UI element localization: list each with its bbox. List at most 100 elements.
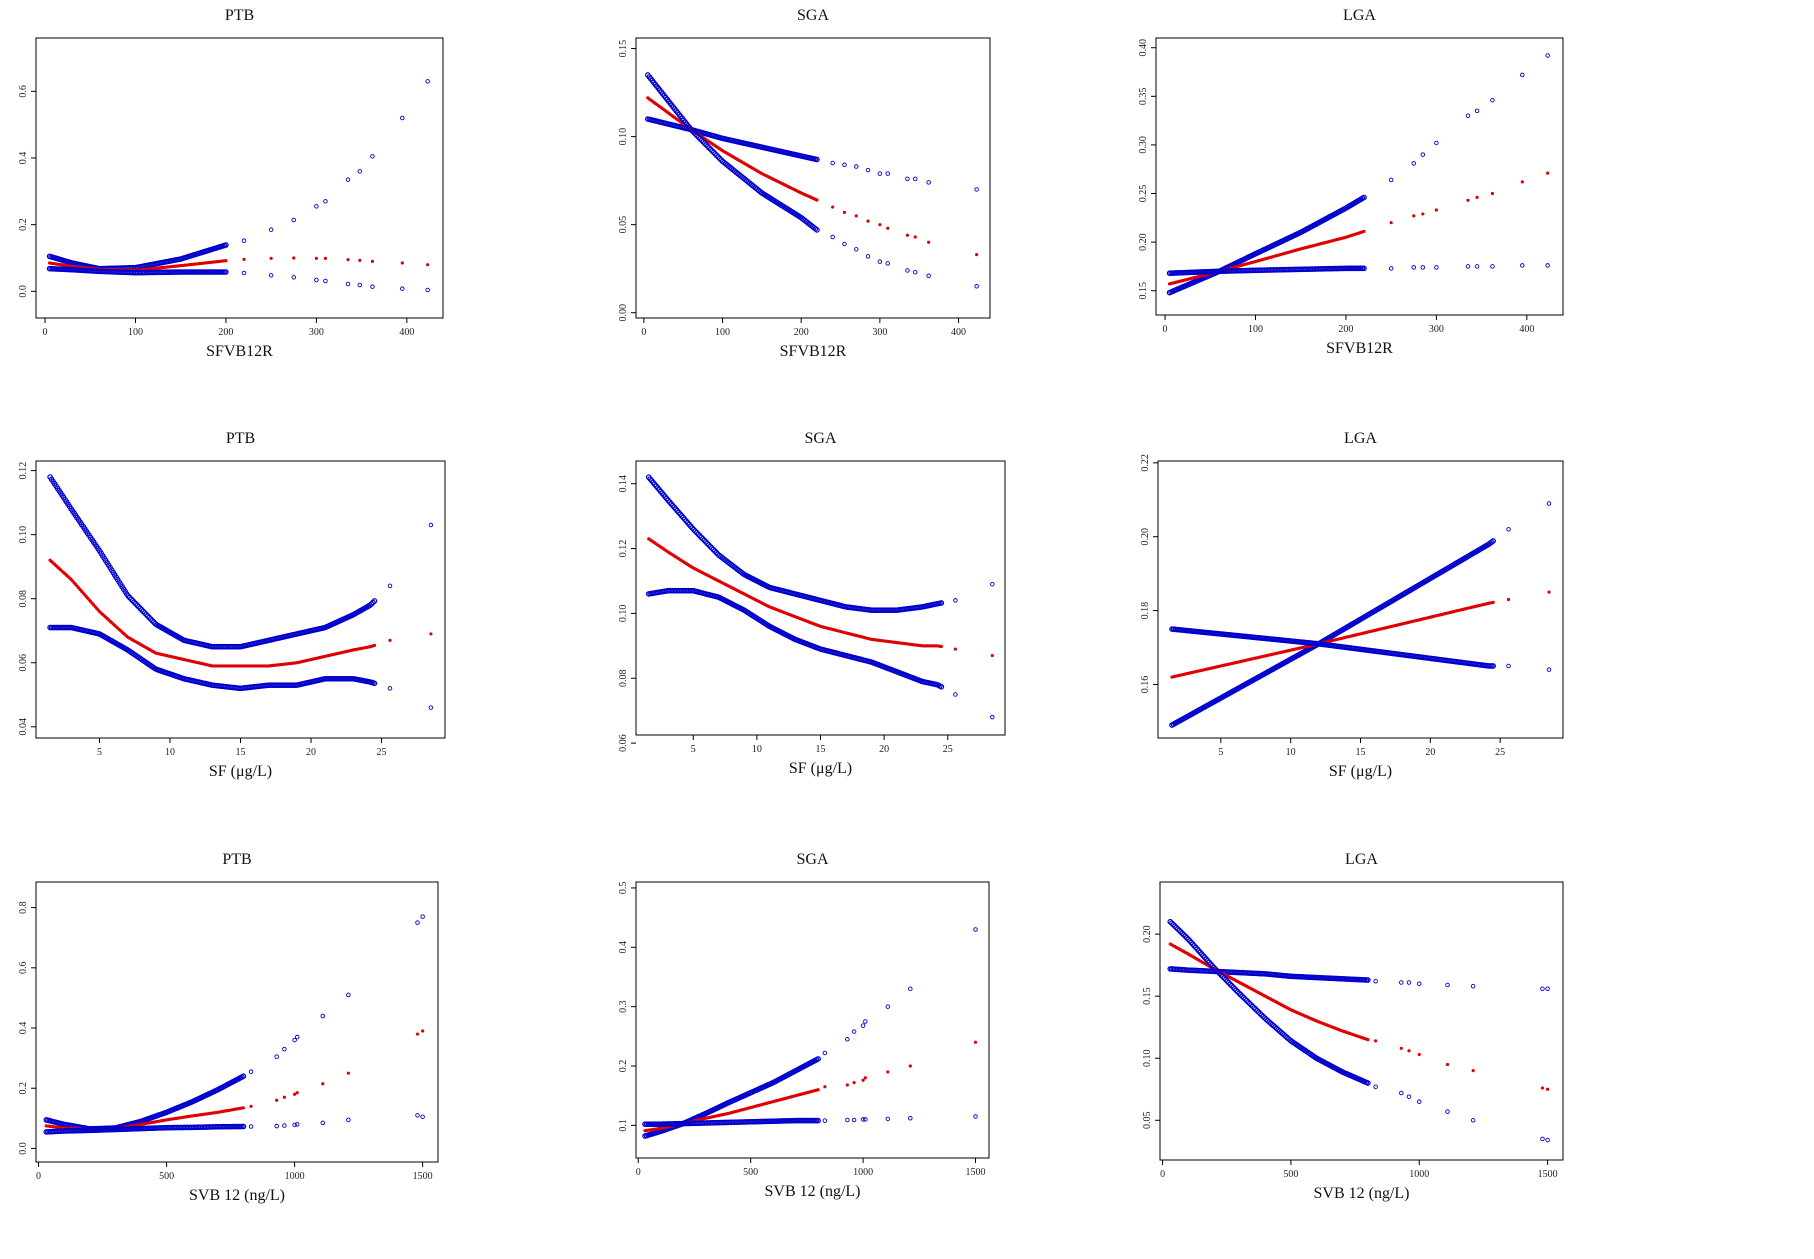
ci-point — [274, 1054, 279, 1059]
ci-point — [370, 284, 375, 289]
y-tick-label: 0.2 — [618, 1060, 629, 1073]
x-axis-label: SF (μg/L) — [1329, 763, 1392, 780]
plot-frame — [635, 37, 991, 319]
y-tick-label: 0.16 — [1140, 676, 1151, 694]
ci-point — [1474, 264, 1480, 269]
x-tick-label: 1000 — [285, 1171, 305, 1182]
ci-point — [282, 1123, 287, 1128]
ci-point — [274, 1123, 279, 1129]
ci-point — [1411, 161, 1417, 166]
x-tick-label: 10 — [1286, 747, 1296, 758]
ci-point — [1399, 1090, 1404, 1096]
ci-point — [1373, 979, 1378, 984]
x-tick-label: 25 — [377, 747, 387, 758]
fit-point — [1506, 597, 1511, 602]
y-tick-label: 0.12 — [18, 462, 29, 480]
ci-point — [1420, 152, 1426, 157]
fit-point — [241, 1106, 246, 1110]
fit-point — [1475, 195, 1479, 199]
x-tick-label: 0 — [1163, 324, 1168, 335]
fit-point — [295, 1091, 299, 1095]
fit-point — [953, 647, 957, 651]
fit-point — [1520, 180, 1524, 184]
x-tick-label: 1500 — [966, 1167, 986, 1178]
chart-title: LGA — [1344, 430, 1377, 447]
fit-point — [1389, 221, 1393, 225]
chart-title: SGA — [804, 430, 836, 447]
x-axis-label: SVB 12 (ng/L) — [189, 1187, 285, 1204]
plot-frame — [35, 881, 439, 1163]
ci-point — [814, 227, 820, 233]
series-lower-95-ci — [642, 1114, 978, 1127]
y-tick-label: 0.30 — [1138, 136, 1149, 154]
fit-point — [823, 1085, 827, 1089]
series-upper-95-ci — [46, 79, 430, 272]
x-axis-label: SFVB12R — [206, 343, 273, 360]
fit-point — [1412, 214, 1416, 218]
x-axis-label: SVB 12 (ng/L) — [1314, 1185, 1410, 1202]
ci-point — [248, 1124, 254, 1129]
fit-point — [293, 1092, 297, 1096]
y-tick-label: 0.4 — [18, 152, 29, 165]
ci-point — [842, 241, 847, 247]
fit-point — [1366, 1038, 1370, 1042]
plot-frame — [1159, 881, 1564, 1161]
series-upper-95-ci — [47, 474, 434, 650]
ci-point — [1540, 1136, 1545, 1142]
ci-point — [1388, 266, 1394, 271]
ci-point — [926, 180, 931, 185]
x-tick-label: 100 — [715, 327, 730, 338]
ci-point — [291, 275, 297, 280]
x-tick-label: 300 — [309, 327, 324, 338]
fit-point — [852, 1081, 856, 1085]
series-lower-95-ci — [46, 265, 430, 293]
ci-point — [1506, 527, 1511, 532]
y-tick-label: 0.6 — [18, 85, 29, 98]
fit-point — [415, 1032, 420, 1036]
ci-point — [1399, 980, 1404, 985]
chart-title: LGA — [1345, 851, 1378, 868]
series-fitted — [1168, 942, 1550, 1091]
ci-point — [885, 171, 890, 176]
ci-point — [292, 1122, 297, 1128]
plot-frame — [35, 460, 446, 739]
ci-point — [425, 287, 430, 293]
ci-point — [1361, 265, 1367, 272]
ci-point — [223, 269, 229, 275]
y-tick-label: 0.15 — [1142, 987, 1153, 1005]
ci-point — [953, 692, 958, 697]
y-tick-label: 0.10 — [1142, 1049, 1153, 1067]
y-tick-label: 0.05 — [618, 216, 629, 234]
plot-frame — [35, 37, 444, 319]
fit-point — [269, 256, 273, 260]
ci-point — [938, 684, 945, 690]
ci-point — [415, 1113, 420, 1118]
series-upper-95-ci — [1169, 501, 1552, 728]
fit-point — [388, 638, 392, 642]
series-upper-95-ci — [644, 116, 979, 192]
ci-point — [268, 273, 274, 278]
ci-point — [908, 986, 913, 992]
ci-point — [1520, 263, 1525, 268]
panel-sf-lga: LGA 5 10 15 20 25 SF (μg/L) 0.16 0.18 0.20 0.22 — [1140, 430, 1564, 780]
fit-point — [1407, 1049, 1411, 1053]
fit-point — [845, 1083, 849, 1087]
x-tick-label: 1500 — [1538, 1169, 1558, 1180]
chart-title: PTB — [222, 851, 251, 868]
series-upper-95-ci — [1167, 966, 1550, 991]
y-tick-label: 0.2 — [18, 218, 29, 231]
y-tick-label: 0.4 — [618, 941, 629, 954]
fit-point — [321, 1082, 325, 1086]
fit-point — [1434, 208, 1438, 212]
fit-point — [831, 205, 835, 209]
fit-point — [1547, 590, 1551, 594]
ci-point — [323, 199, 328, 204]
panel-svb12-sga: SGA 0 500 1000 1500 SVB 12 (ng/L) 0.1 0.2 0.3 0.4… — [618, 851, 990, 1200]
ci-point — [1465, 264, 1471, 269]
ci-point — [320, 1013, 326, 1019]
fit-point — [372, 643, 377, 647]
panel-sf-sga: SGA 5 10 15 20 25 SF (μg/L) 0.06 0.08 0.10 0.12 0.1… — [618, 430, 1006, 777]
y-tick-label: 0.25 — [1138, 185, 1149, 203]
ci-point — [830, 234, 835, 240]
fit-point — [878, 223, 882, 227]
